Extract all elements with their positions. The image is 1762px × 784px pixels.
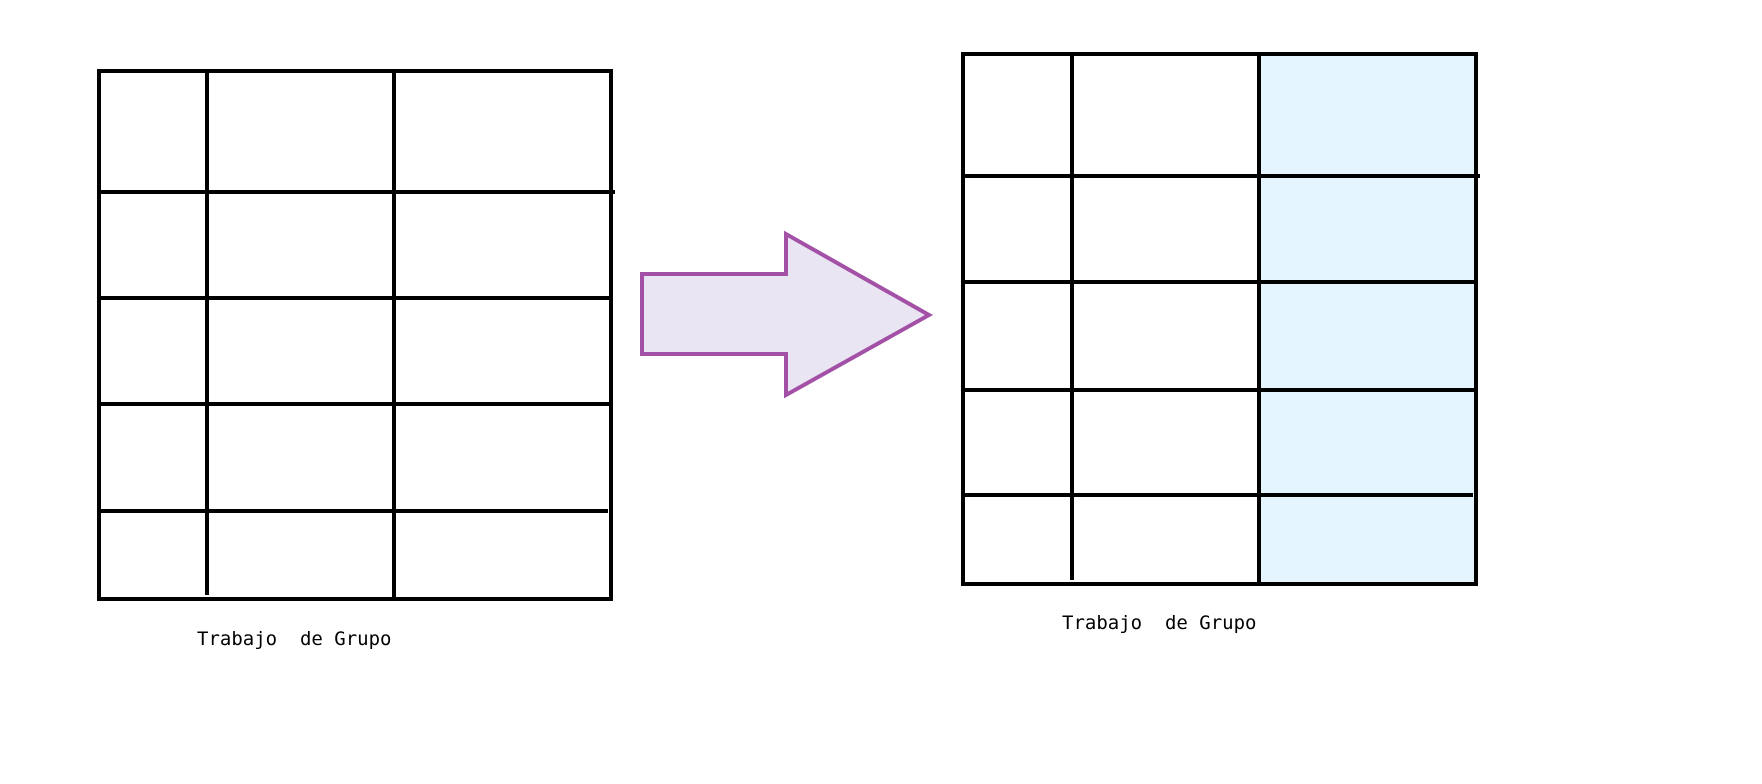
left-table-caption: Trabajo de Grupo — [197, 628, 392, 650]
right-table-highlighted-column — [1259, 54, 1476, 584]
right-table-caption: Trabajo de Grupo — [1062, 612, 1257, 634]
right-arrow — [640, 230, 934, 399]
right-table — [961, 52, 1480, 586]
left-table-border — [97, 69, 613, 601]
right-table-border — [961, 52, 1478, 586]
left-table — [97, 69, 615, 601]
